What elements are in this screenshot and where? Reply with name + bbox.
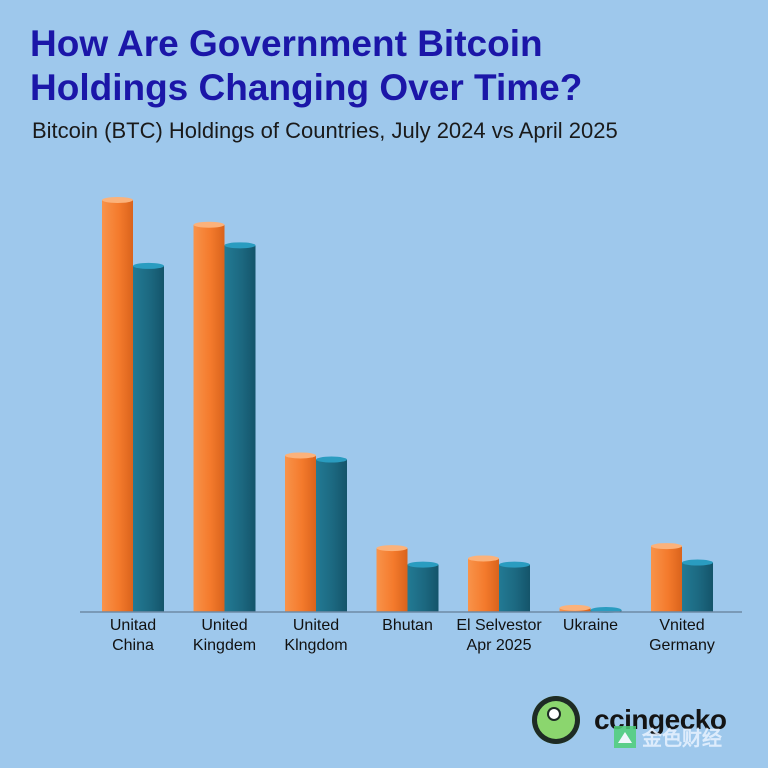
x-tick-label: Ukraine	[536, 616, 646, 636]
bar-cap-april-2025-2	[316, 456, 347, 463]
bar-april-2025-3	[407, 564, 439, 612]
bar-april-2025-6	[682, 562, 713, 612]
bar-april-2025-0	[133, 265, 164, 612]
bar-cap-july-2024-0	[102, 197, 133, 203]
bar-cap-april-2025-4	[499, 561, 530, 568]
bar-cap-april-2025-3	[407, 561, 439, 568]
bars-group	[102, 197, 713, 613]
bar-april-2025-1	[224, 245, 256, 612]
x-tick-label-line: United	[201, 617, 248, 634]
x-tick-label-line: Klngdom	[284, 637, 348, 654]
title-line-2: Holdings Changing Over Time?	[30, 67, 583, 108]
x-tick-label-line: Unitad	[109, 617, 157, 634]
bar-cap-july-2024-4	[468, 555, 499, 562]
triangle-icon	[614, 725, 636, 748]
x-tick-label: El Selvestor Apr 2025	[444, 616, 554, 656]
bar-april-2025-2	[316, 459, 347, 612]
x-tick-label-line: Apr 2025	[466, 637, 532, 654]
x-tick-label: Bhutan	[353, 616, 463, 636]
x-tick-label-line: Kingdem	[192, 637, 257, 654]
bar-cap-april-2025-0	[133, 262, 164, 269]
bar-cap-april-2025-1	[224, 242, 256, 249]
watermark-text: 金色财经	[642, 728, 722, 750]
coingecko-logo: ccingecko	[532, 696, 727, 744]
x-tick-label: United Kingdem	[170, 616, 280, 656]
gecko-icon	[532, 696, 580, 744]
bar-cap-july-2024-2	[285, 452, 316, 459]
x-tick-label-line: Vnited	[659, 617, 705, 634]
bar-cap-july-2024-3	[376, 545, 408, 552]
chart-subtitle: Bitcoin (BTC) Holdings of Countries, Jul…	[32, 118, 618, 143]
x-tick-label-line: Germany	[649, 637, 715, 654]
bar-cap-april-2025-6	[682, 559, 713, 566]
bar-cap-july-2024-6	[651, 543, 682, 550]
bar-april-2025-4	[499, 564, 530, 612]
bar-july-2024-2	[285, 455, 316, 612]
bar-july-2024-4	[468, 558, 499, 612]
x-tick-label: Vnited Germany	[627, 616, 737, 656]
watermark: 金色财经	[614, 722, 722, 751]
x-tick-label-line: Bhutan	[382, 617, 433, 634]
bar-july-2024-1	[193, 224, 225, 612]
bar-cap-july-2024-1	[193, 221, 225, 228]
bar-july-2024-3	[376, 548, 408, 612]
x-tick-label-line: Ukraine	[562, 617, 619, 634]
x-tick-label-line: El Selvestor	[456, 617, 542, 634]
x-tick-label-line: China	[112, 637, 154, 654]
bar-july-2024-0	[102, 200, 133, 612]
chart-title: How Are Government Bitcoin Holdings Chan…	[30, 22, 750, 110]
x-tick-label-line: United	[292, 617, 340, 634]
x-tick-label: United Klngdom	[261, 616, 371, 656]
bar-cap-july-2024-5	[559, 604, 591, 611]
title-line-1: How Are Government Bitcoin	[30, 23, 543, 64]
x-tick-label: Unitad China	[78, 616, 188, 656]
bar-july-2024-6	[651, 546, 682, 612]
